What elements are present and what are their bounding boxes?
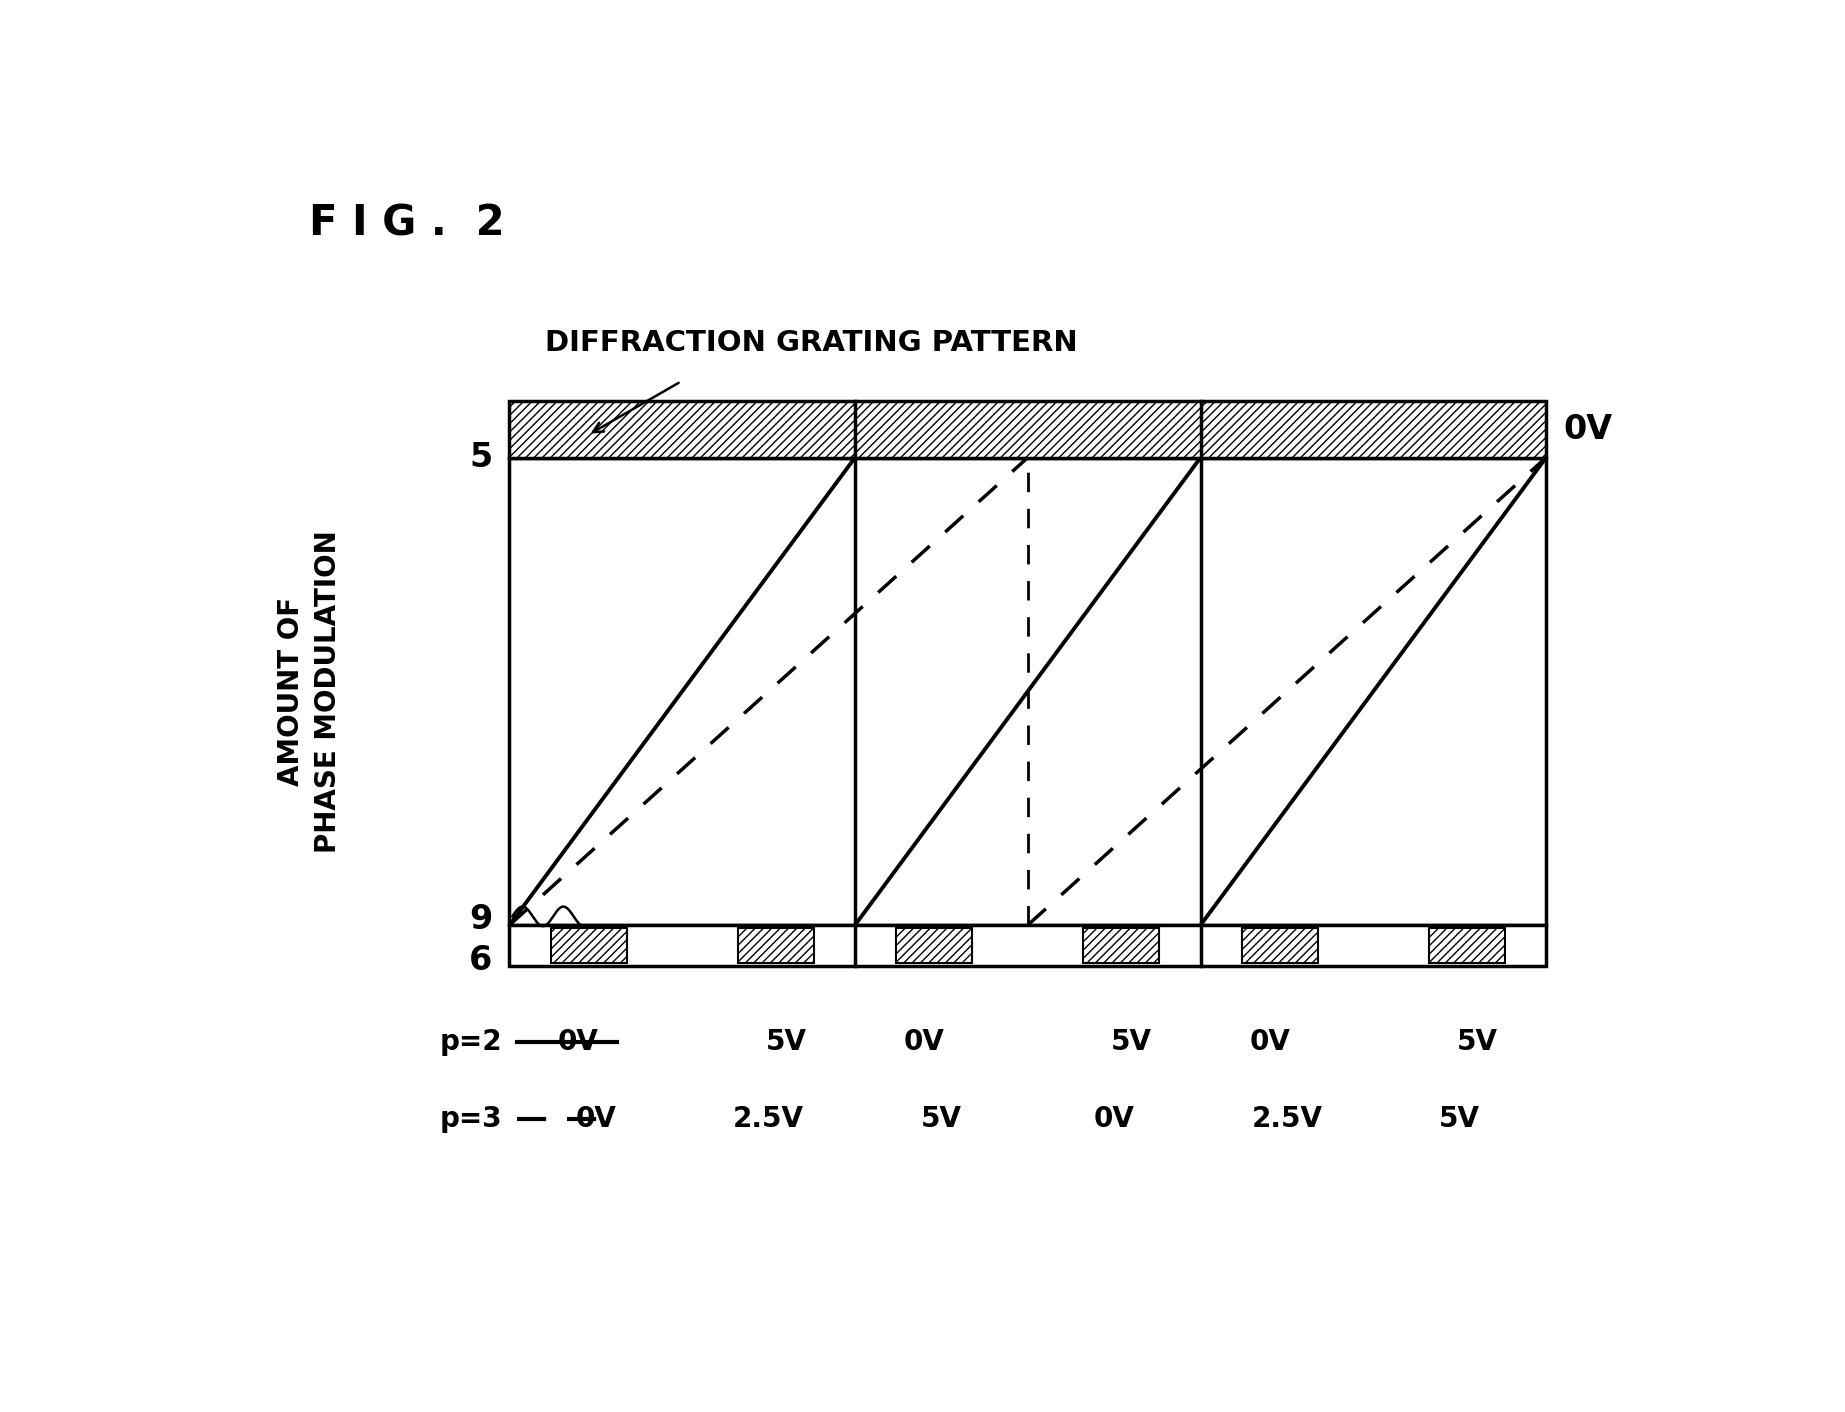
Bar [897, 928, 972, 963]
Text: 5V: 5V [1439, 1104, 1480, 1132]
Text: 5V: 5V [1456, 1028, 1498, 1056]
Text: 0V: 0V [1563, 412, 1613, 446]
Text: p=3: p=3 [439, 1104, 502, 1132]
Text: 2.5V: 2.5V [732, 1104, 804, 1132]
Bar [509, 457, 1546, 925]
Text: p=2: p=2 [439, 1028, 502, 1056]
Bar [509, 401, 1546, 457]
Text: F I G .  2: F I G . 2 [310, 202, 506, 244]
Text: 5V: 5V [1111, 1028, 1151, 1056]
Text: DIFFRACTION GRATING PATTERN: DIFFRACTION GRATING PATTERN [546, 329, 1077, 357]
Text: AMOUNT OF
PHASE MODULATION: AMOUNT OF PHASE MODULATION [277, 530, 341, 853]
Text: 5: 5 [469, 441, 493, 474]
Text: 6: 6 [469, 945, 493, 977]
Text: 2.5V: 2.5V [1251, 1104, 1323, 1132]
Bar [552, 928, 627, 963]
Text: 0V: 0V [576, 1104, 616, 1132]
Bar [1083, 928, 1159, 963]
Bar [738, 928, 814, 963]
Text: 0V: 0V [904, 1028, 945, 1056]
Text: 5V: 5V [766, 1028, 806, 1056]
Text: 9: 9 [469, 904, 493, 936]
Bar [509, 925, 1546, 966]
Text: 0V: 0V [1249, 1028, 1290, 1056]
Text: 0V: 0V [1094, 1104, 1135, 1132]
Bar [1428, 928, 1506, 963]
Text: 0V: 0V [559, 1028, 600, 1056]
Bar [1242, 928, 1317, 963]
Text: 5V: 5V [921, 1104, 961, 1132]
